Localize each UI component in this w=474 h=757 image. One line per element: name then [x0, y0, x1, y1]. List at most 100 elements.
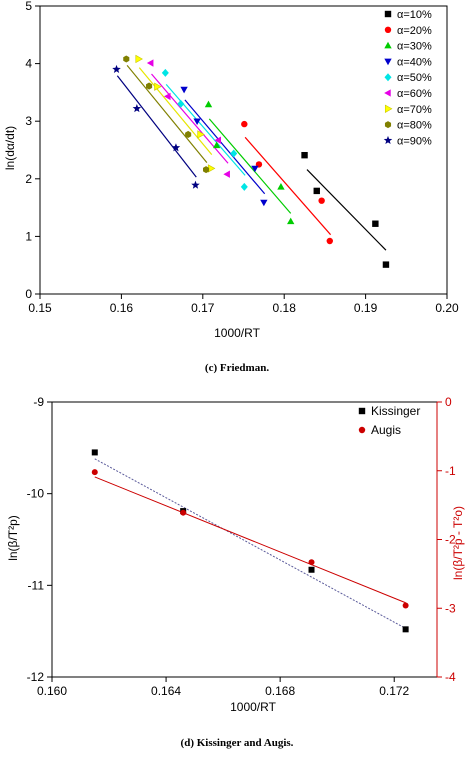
legend-label: α=90%: [397, 135, 432, 147]
data-point: [154, 82, 162, 91]
x-tick-label: 0.19: [354, 301, 378, 315]
data-point: [212, 141, 221, 149]
data-point: [230, 149, 238, 158]
data-point: [177, 99, 185, 108]
data-point: [191, 180, 200, 189]
kissinger-data-points: [91, 449, 409, 633]
kissinger-fit-lines: [94, 458, 406, 629]
legend-label: α=60%: [397, 88, 432, 100]
friedman-plot-frame: [39, 5, 448, 295]
data-point: [308, 566, 315, 573]
x-tick-label: 0.20: [435, 301, 459, 315]
fit-line: [306, 169, 387, 251]
data-point: [251, 165, 259, 173]
data-point: [180, 509, 187, 516]
kissinger-legend: Kissinger Augis: [358, 404, 420, 437]
legend-marker: [384, 121, 392, 129]
data-point: [287, 217, 295, 225]
data-point: [372, 220, 379, 227]
legend-marker: [358, 407, 366, 415]
legend-label: α=40%: [397, 56, 432, 68]
y-tick-label: 4: [25, 57, 32, 71]
left-y-tick-label: -12: [27, 670, 45, 684]
left-y-tick-label: -10: [27, 487, 45, 501]
fit-line: [208, 118, 292, 214]
data-point: [223, 170, 230, 178]
data-point: [326, 237, 333, 245]
legend-label: Kissinger: [371, 404, 420, 418]
legend-marker: [384, 41, 392, 49]
fit-line: [116, 75, 197, 178]
legend-label: Augis: [371, 423, 401, 437]
data-point: [241, 120, 248, 128]
kissinger-x-axis-label: 1000/RT: [230, 700, 276, 714]
data-point: [308, 559, 315, 566]
friedman-axes: 0.15 0.16 0.17 0.18 0.19 0.20 0 1 2 3 4 5: [25, 0, 459, 315]
legend-marker: [358, 426, 366, 434]
left-y-tick-label: -11: [28, 578, 45, 592]
legend-label: α=10%: [397, 9, 432, 21]
data-point: [313, 187, 320, 195]
fit-line: [151, 73, 229, 164]
right-y-tick-label: -2: [445, 533, 456, 547]
data-point: [112, 64, 121, 73]
x-tick-label: 0.168: [265, 684, 295, 698]
data-point: [135, 54, 143, 64]
caption-kissinger-augis: (d) Kissinger and Augis.: [180, 737, 294, 749]
legend-marker: [384, 73, 392, 82]
data-point: [207, 164, 216, 173]
legend-marker: [384, 58, 392, 66]
legend-label: α=50%: [397, 72, 432, 84]
friedman-fit-lines: [116, 64, 387, 251]
data-point: [193, 118, 201, 126]
data-point: [146, 82, 153, 90]
y-tick-label: 0: [25, 287, 32, 301]
data-point: [204, 100, 213, 108]
data-point: [132, 104, 142, 113]
kissinger-augis-chart: 0.160 0.164 0.168 0.172-12-11-10-9-4-3-2-10…: [6, 395, 465, 714]
data-point: [260, 199, 268, 207]
fit-line: [94, 476, 406, 604]
legend-marker: [384, 26, 392, 33]
x-tick-label: 0.18: [273, 301, 297, 315]
fit-line: [184, 99, 266, 195]
friedman-legend: α=10% α=20% α=30% α=40% α=50% α=60% α=70% α=80%…: [383, 9, 432, 147]
y-tick-label: 5: [25, 0, 32, 13]
friedman-data-points: [112, 54, 390, 268]
fit-line: [244, 136, 332, 236]
augis-right-y-axis-label: ln(β/T²p - T²o): [451, 506, 465, 580]
fit-line: [126, 64, 208, 164]
data-point: [197, 130, 205, 139]
kissinger-left-y-axis-label: ln(β/T²p): [6, 515, 20, 561]
data-point: [318, 197, 325, 204]
data-point: [203, 166, 210, 174]
legend-label: α=30%: [397, 41, 432, 53]
legend-marker: [384, 104, 393, 113]
right-y-tick-label: -3: [445, 601, 456, 615]
data-point: [214, 136, 221, 144]
data-point: [146, 59, 154, 67]
x-tick-label: 0.164: [151, 684, 181, 698]
x-tick-label: 0.16: [110, 301, 134, 315]
y-tick-label: 2: [25, 172, 32, 186]
data-point: [171, 143, 181, 152]
fit-line: [94, 458, 406, 629]
legend-marker: [384, 89, 391, 97]
friedman-chart: 0.15 0.16 0.17 0.18 0.19 0.20 0 1 2 3 4 5 α=10% α=20…: [3, 0, 459, 340]
legend-label: α=20%: [397, 25, 432, 37]
data-point: [91, 469, 98, 476]
x-tick-label: 0.17: [191, 301, 215, 315]
x-tick-label: 0.172: [379, 684, 409, 698]
data-point: [402, 626, 409, 633]
x-tick-label: 0.160: [37, 684, 67, 698]
friedman-x-axis-label: 1000/RT: [214, 326, 260, 340]
caption-friedman: (c) Friedman.: [204, 362, 270, 374]
data-point: [91, 449, 98, 456]
legend-label: α=70%: [397, 104, 432, 116]
data-point: [240, 182, 248, 191]
data-point: [382, 261, 390, 268]
y-tick-label: 3: [25, 114, 32, 128]
data-point: [163, 92, 171, 101]
x-tick-label: 0.15: [28, 301, 52, 315]
